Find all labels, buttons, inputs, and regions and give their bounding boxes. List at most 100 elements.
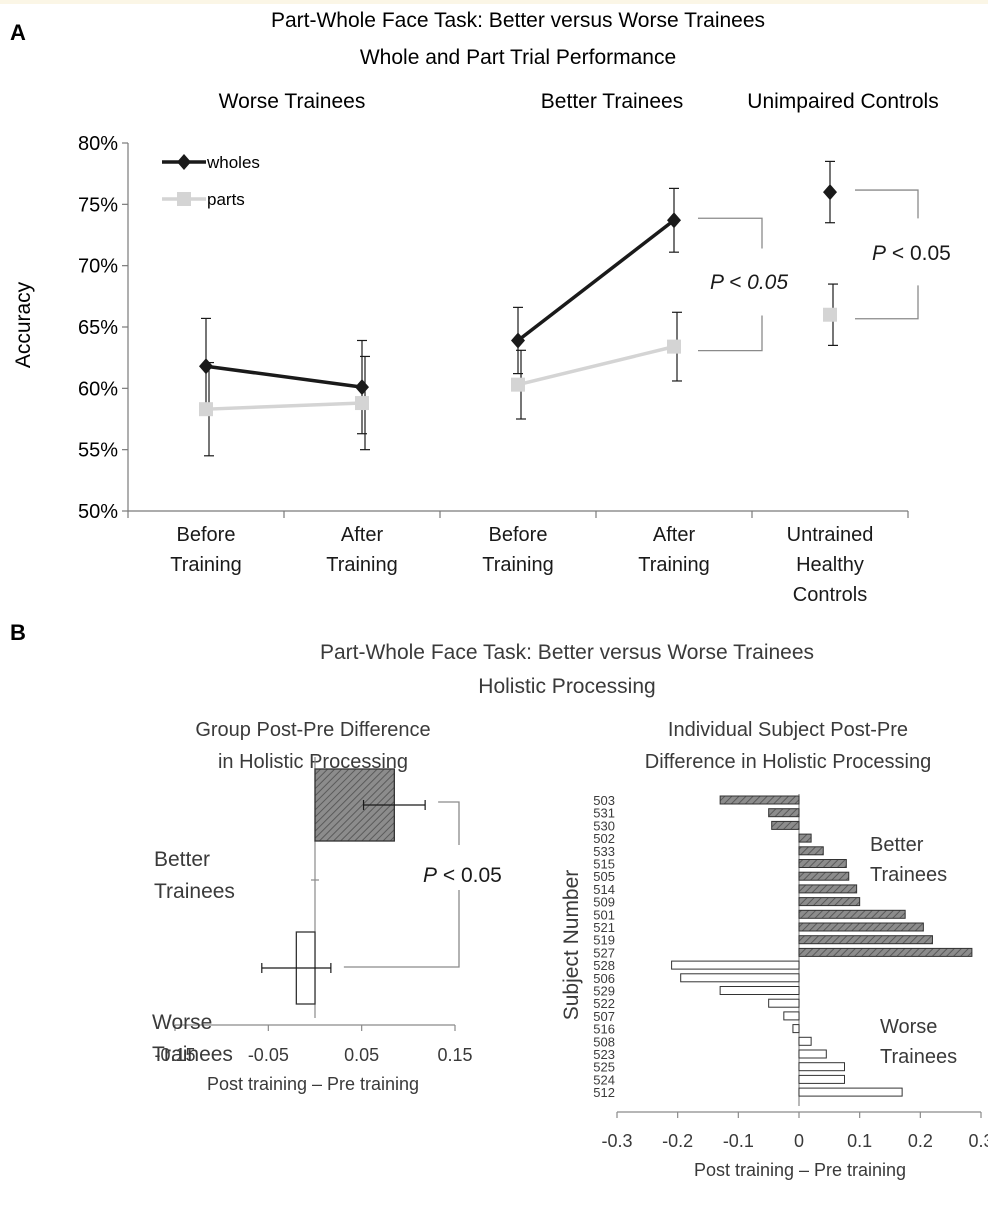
group-chart-title: in Holistic Processing: [218, 751, 408, 773]
subject-bar: [798, 1036, 812, 1046]
subject-label: 506: [593, 971, 615, 986]
wholes-marker: [823, 184, 837, 201]
x-category-label: Healthy: [796, 554, 864, 576]
panel-a-title: Part-Whole Face Task: Better versus Wors…: [271, 9, 765, 32]
wholes-marker: [667, 212, 681, 229]
group-label-controls: Unimpaired Controls: [747, 90, 938, 113]
subject-label: 522: [593, 996, 615, 1011]
legend-wholes-marker: [177, 154, 191, 170]
parts-marker: [667, 339, 681, 354]
subject-label: 516: [593, 1022, 615, 1037]
x-tick-label: 0.05: [344, 1045, 379, 1065]
subject-label: 505: [593, 869, 615, 884]
subject-bar: [768, 998, 800, 1008]
legend-parts-marker: [177, 192, 191, 206]
x-category-label: Before: [489, 524, 548, 546]
significance-label: P < 0.05: [872, 242, 951, 265]
subject-bar: [798, 947, 973, 957]
subject-label: 530: [593, 818, 615, 833]
y-tick-label: 80%: [78, 133, 118, 155]
panel-a-subtitle: Whole and Part Trial Performance: [360, 46, 676, 69]
y-tick-label: 65%: [78, 317, 118, 339]
subject-label: 509: [593, 895, 615, 910]
group-annotation-better: Better: [870, 834, 924, 856]
significance-label: P < 0.05: [710, 271, 788, 294]
group-category-label: Trainees: [152, 1043, 233, 1066]
subject-bar: [783, 1011, 800, 1021]
legend-parts-label: parts: [207, 190, 245, 209]
subject-bar: [719, 986, 800, 995]
individual-chart-title: Difference in Holistic Processing: [645, 751, 931, 773]
significance-label: P < 0.05: [423, 864, 502, 887]
x-tick-label: 0.15: [437, 1045, 472, 1065]
significance-bracket: [438, 801, 460, 845]
x-category-label: Training: [326, 554, 398, 576]
subject-bar: [768, 808, 800, 818]
subject-bar: [719, 795, 800, 805]
wholes-marker: [511, 332, 525, 349]
subject-bar: [798, 897, 861, 907]
subject-label: 529: [593, 984, 615, 999]
panel-a-y-ticks: 50% 55% 60% 65% 70% 75% 80%: [78, 133, 128, 523]
significance-bracket: [698, 217, 763, 249]
subject-label: 533: [593, 844, 615, 859]
group-annotation-worse: Worse: [880, 1016, 937, 1038]
wholes-line-segment: [205, 364, 363, 389]
subject-label: 512: [593, 1085, 615, 1100]
subject-label: 508: [593, 1034, 615, 1049]
x-category-label: After: [653, 524, 696, 546]
x-tick-label: 0.3: [968, 1131, 988, 1151]
panel-a-annotations: P < 0.05 P < 0.05: [698, 189, 951, 352]
x-category-label: Training: [482, 554, 554, 576]
legend-wholes-label: wholes: [206, 153, 260, 172]
subject-label: 502: [593, 831, 615, 846]
x-tick-label: 0: [794, 1131, 804, 1151]
subject-label: 501: [593, 907, 615, 922]
parts-marker: [355, 396, 369, 411]
panel-b-title: Part-Whole Face Task: Better versus Wors…: [320, 641, 814, 664]
subject-label: 519: [593, 933, 615, 948]
subject-label: 525: [593, 1060, 615, 1075]
subject-label: 524: [593, 1072, 615, 1087]
subject-bar: [798, 846, 824, 856]
subject-bar: [798, 871, 850, 881]
x-tick-label: -0.3: [601, 1131, 632, 1151]
x-category-label: Training: [638, 554, 710, 576]
subject-bar: [798, 833, 812, 843]
x-axis-label: Post training – Pre training: [694, 1160, 906, 1180]
subject-bar: [792, 1024, 800, 1034]
panel-b-individual-chart: Individual Subject Post-Pre Difference in…: [560, 719, 988, 1180]
y-tick-label: 75%: [78, 194, 118, 216]
x-axis-label: Post training – Pre training: [207, 1074, 419, 1094]
subject-label: 507: [593, 1009, 615, 1024]
subject-label: 528: [593, 958, 615, 973]
y-tick-label: 60%: [78, 378, 118, 400]
x-category-label: Untrained: [787, 524, 874, 546]
subject-bar: [798, 935, 933, 945]
x-category-label: After: [341, 524, 384, 546]
subject-bar: [798, 884, 858, 894]
subject-bar: [798, 1074, 845, 1084]
subject-bar: [798, 859, 847, 868]
group-category-label: Trainees: [154, 880, 235, 903]
x-tick-label: -0.05: [248, 1045, 289, 1065]
subject-label: 527: [593, 945, 615, 960]
group-category-label: Better: [154, 848, 210, 871]
panel-b-group-chart: Group Post-Pre Difference in Holistic Pro…: [152, 719, 502, 1094]
panel-b-subtitle: Holistic Processing: [478, 675, 655, 698]
subject-bar: [798, 1049, 827, 1059]
panel-a-plot: [199, 160, 838, 457]
group-category-label: Worse: [152, 1011, 212, 1034]
parts-line-segment: [205, 401, 363, 411]
group-label-better: Better Trainees: [541, 90, 683, 113]
parts-marker: [199, 402, 213, 417]
subject-bar: [771, 820, 800, 830]
parts-marker: [511, 377, 525, 392]
subject-label: 515: [593, 857, 615, 872]
group-chart-title: Group Post-Pre Difference: [195, 719, 430, 741]
subject-label: 531: [593, 806, 615, 821]
x-tick-label: -0.1: [723, 1131, 754, 1151]
y-tick-label: 55%: [78, 440, 118, 462]
y-tick-label: 70%: [78, 256, 118, 278]
